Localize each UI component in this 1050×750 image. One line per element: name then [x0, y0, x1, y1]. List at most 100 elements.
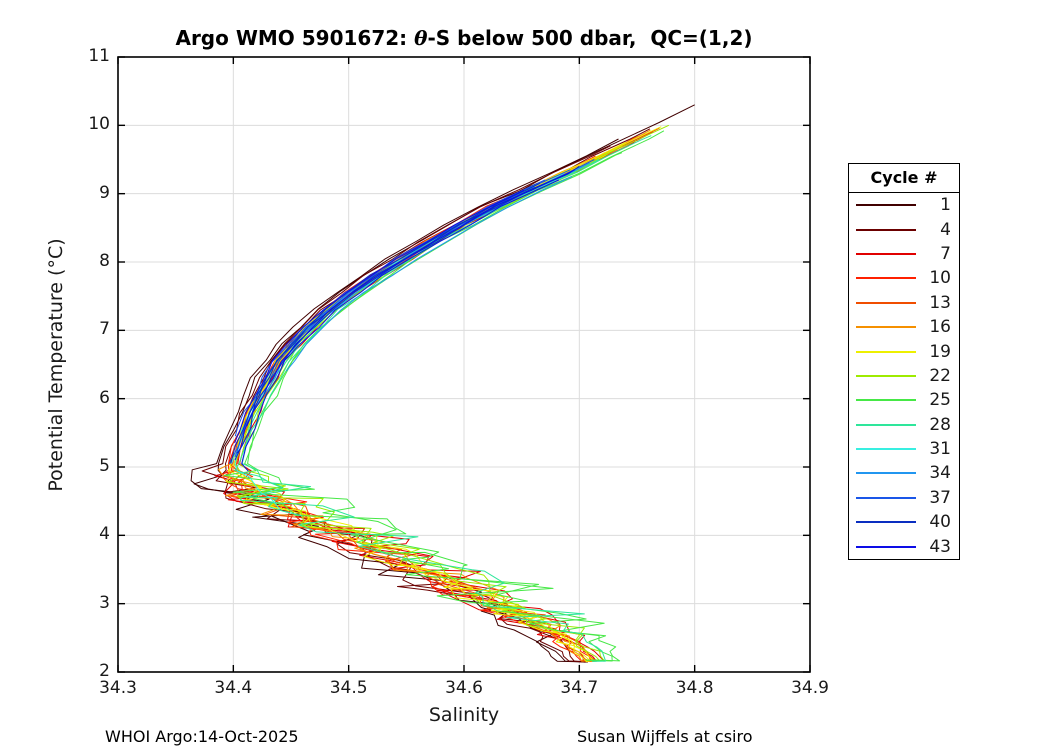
x-tick-label-34.5: 34.5	[329, 678, 368, 698]
y-tick-label-8: 8	[99, 251, 110, 271]
series-cycle-31	[231, 172, 565, 464]
series-cycle-40	[236, 172, 570, 454]
footer-left: WHOI Argo:14-Oct-2025	[105, 727, 299, 746]
x-tick-label-34.3: 34.3	[99, 678, 137, 698]
x-axis-label: Salinity	[428, 704, 500, 726]
series-cycle-22	[227, 124, 670, 662]
legend-row-cycle-1: 1	[849, 195, 959, 215]
x-tick-label-34.6: 34.6	[445, 678, 483, 698]
series-cycle-10	[223, 127, 660, 662]
series-cycle-40	[246, 165, 580, 427]
legend-line-sample-19	[856, 350, 916, 353]
legend-label-43: 43	[929, 536, 951, 557]
series-cycle-37	[234, 179, 546, 437]
legend-line-sample-43	[856, 545, 916, 548]
legend-row-cycle-28: 28	[849, 415, 959, 435]
legend-line-sample-13	[856, 301, 916, 304]
series-cycle-13	[222, 133, 646, 662]
legend-line-sample-40	[856, 521, 916, 524]
theta-symbol: θ	[414, 26, 428, 50]
legend-row-cycle-16: 16	[849, 317, 959, 337]
y-tick-label-2: 2	[99, 661, 110, 681]
series-cycle-19	[229, 141, 626, 662]
series-cycle-25	[247, 152, 623, 662]
legend-line-sample-10	[856, 277, 916, 280]
legend-row-cycle-40: 40	[849, 512, 959, 532]
legend-label-31: 31	[929, 439, 951, 460]
series-cycle-16	[232, 145, 623, 662]
x-tick-label-34.4: 34.4	[214, 678, 253, 698]
series-cycle-37	[234, 159, 595, 457]
legend-line-sample-22	[856, 374, 916, 377]
legend-line-sample-16	[856, 326, 916, 329]
legend-line-sample-28	[856, 423, 916, 426]
legend-line-sample-34	[856, 472, 916, 475]
legend-row-cycle-22: 22	[849, 366, 959, 386]
legend-label-22: 22	[929, 365, 951, 386]
y-tick-label-9: 9	[99, 182, 110, 203]
chart-title-prefix: Argo WMO 5901672:	[175, 26, 415, 50]
legend-label-1: 1	[940, 195, 951, 216]
series-cycle-13	[227, 148, 618, 662]
legend-row-cycle-34: 34	[849, 463, 959, 483]
series-cycle-43	[234, 189, 525, 444]
legend-label-34: 34	[929, 463, 951, 484]
legend-label-28: 28	[929, 414, 951, 435]
legend-line-sample-4	[856, 228, 916, 231]
series-cycle-40	[230, 182, 541, 464]
series-cycle-31	[234, 165, 582, 510]
series-cycle-25	[223, 130, 665, 662]
legend-label-4: 4	[940, 219, 951, 240]
legend-line-sample-7	[856, 252, 916, 255]
legend-label-16: 16	[929, 317, 951, 338]
series-cycle-10	[221, 155, 596, 662]
y-tick-label-6: 6	[99, 387, 110, 408]
series-cycle-7	[237, 141, 635, 662]
legend-line-sample-31	[856, 448, 916, 451]
series-cycle-34	[285, 176, 573, 372]
y-tick-label-5: 5	[99, 456, 110, 476]
legend-label-13: 13	[929, 292, 951, 313]
legend-row-cycle-13: 13	[849, 293, 959, 313]
x-tick-label-34.8: 34.8	[675, 678, 714, 698]
legend-row-cycle-4: 4	[849, 220, 959, 240]
legend-label-40: 40	[929, 512, 951, 533]
series-cycle-34	[241, 162, 590, 447]
y-tick-label-3: 3	[99, 592, 110, 613]
legend-row-cycle-19: 19	[849, 342, 959, 362]
legend-row-cycle-43: 43	[849, 537, 959, 557]
chart-title: Argo WMO 5901672: θ-S below 500 dbar, QC…	[118, 26, 810, 50]
legend-label-25: 25	[929, 390, 951, 411]
legend-rows: 1 4 7 10 13 16 19 22 25 28 31 34 37 40 43	[849, 193, 959, 559]
series-cycle-7	[214, 152, 605, 662]
legend-label-19: 19	[929, 341, 951, 362]
legend-row-cycle-7: 7	[849, 244, 959, 264]
legend-label-7: 7	[940, 243, 951, 264]
x-tick-label-34.7: 34.7	[560, 678, 599, 698]
legend-row-cycle-37: 37	[849, 488, 959, 508]
legend-label-10: 10	[929, 268, 951, 289]
y-tick-label-10: 10	[88, 114, 110, 135]
series-cycle-43	[234, 169, 575, 461]
x-tick-label-34.9: 34.9	[791, 678, 829, 698]
legend: Cycle # 1 4 7 10 13 16 19 22 25 28 31 34 37 40 43	[848, 163, 960, 560]
series-cycle-34	[242, 186, 536, 430]
legend-row-cycle-10: 10	[849, 268, 959, 288]
series-cycle-43	[241, 179, 560, 472]
footer-right: Susan Wijffels at csiro	[577, 727, 753, 746]
y-tick-label-11: 11	[88, 46, 110, 66]
y-tick-label-4: 4	[99, 524, 110, 545]
chart-title-suffix: -S below 500 dbar, QC=(1,2)	[427, 26, 753, 50]
legend-row-cycle-31: 31	[849, 439, 959, 459]
series-cycle-37	[228, 169, 571, 464]
legend-label-37: 37	[929, 487, 951, 508]
legend-line-sample-25	[856, 399, 916, 402]
legend-line-sample-37	[856, 496, 916, 499]
y-tick-label-7: 7	[99, 319, 110, 340]
axes-box	[117, 56, 811, 673]
series-cycle-16	[218, 129, 651, 662]
legend-line-sample-1	[856, 204, 916, 207]
legend-title: Cycle #	[849, 164, 959, 193]
